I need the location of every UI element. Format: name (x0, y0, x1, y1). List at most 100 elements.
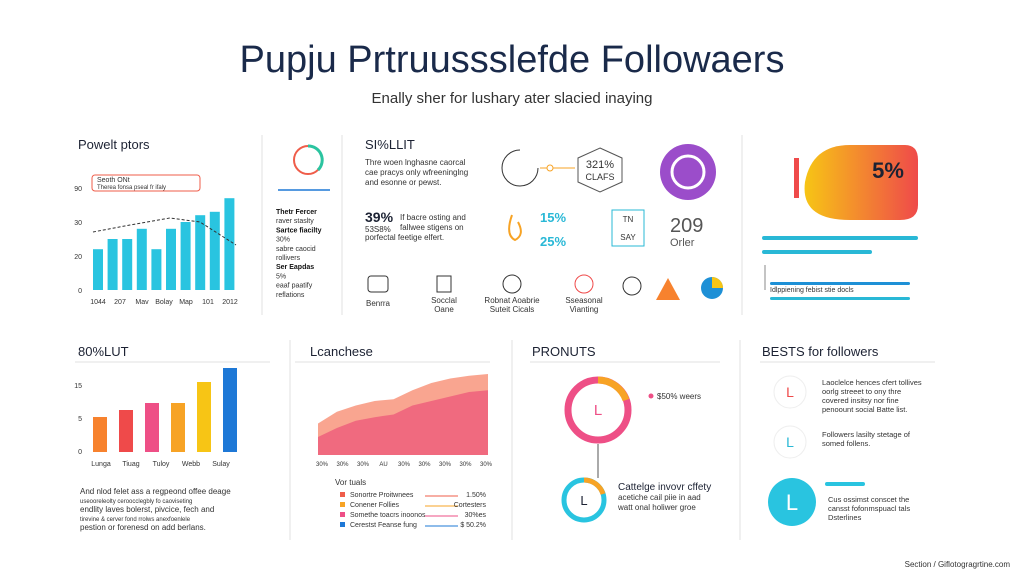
badge (768, 478, 816, 526)
logo (660, 144, 716, 200)
legend: Cortesters (454, 502, 487, 509)
text: Ser Eapdas (276, 264, 314, 271)
text: cansst fofonmspuacl tals (828, 504, 910, 513)
x-label: Tuloy (153, 461, 170, 468)
legend: 30%es (465, 512, 487, 519)
stat: 39% (365, 209, 394, 225)
trend-line (92, 217, 237, 246)
bar (180, 222, 191, 290)
x-label: Webb (182, 461, 200, 468)
caption: Idlppiening febist stie docls (770, 287, 854, 294)
icon-label: Suteit Cicals (490, 305, 534, 314)
legend-swatch (340, 502, 345, 507)
y-label: 20 (74, 254, 82, 261)
x-label: 30% (459, 462, 472, 468)
bar (195, 215, 206, 290)
pie-outline (501, 149, 539, 187)
box (611, 209, 645, 247)
icons (367, 274, 723, 300)
letter: L (786, 434, 794, 450)
x-label: Map (179, 299, 193, 306)
dividers (75, 135, 935, 540)
text: Sartce fiacilty (276, 227, 322, 234)
text: and esonne or pewst. (365, 178, 442, 187)
x-label: Lunga (91, 461, 111, 468)
bar (223, 368, 237, 452)
letter: L (580, 493, 587, 508)
logo-ring (670, 154, 706, 190)
legend: 1.50% (466, 492, 486, 499)
heading: BESTS for followers (762, 344, 879, 359)
bar (119, 410, 133, 452)
donut-seg (597, 376, 630, 402)
bar (166, 228, 176, 290)
legend: Cerestst Feanse fung (350, 522, 417, 529)
text: Cattelge invovr cffety (618, 482, 711, 493)
text: Vor tuals (335, 478, 366, 487)
badge (773, 425, 807, 459)
bars-decor (762, 236, 918, 300)
bar (93, 417, 107, 452)
badge (773, 375, 807, 409)
heading: Powelt ptors (78, 137, 150, 152)
legend-swatch (340, 522, 345, 527)
bar (107, 239, 118, 290)
x-label: Sulay (212, 461, 230, 468)
bar (171, 403, 185, 452)
icon-label: Oane (434, 305, 454, 314)
x-label: 30% (418, 462, 431, 468)
battery-cap (794, 158, 799, 198)
pct: 5% (872, 158, 904, 183)
x-label: AU (379, 462, 387, 468)
icon-label: Vianting (570, 305, 599, 314)
legend: Conener Follies (350, 502, 400, 509)
text: 30% (276, 237, 290, 244)
x-label: 207 (114, 299, 126, 306)
legend-box (91, 174, 201, 192)
battery (804, 145, 918, 220)
text: eaaf paatify (276, 283, 313, 290)
icon-label: Robnat Aoabrie (484, 296, 540, 305)
dot (648, 393, 654, 399)
text: porfectal feetige elfert. (365, 233, 444, 242)
text: 5% (276, 273, 286, 280)
y-label: 0 (78, 288, 82, 295)
x-label: Tiuag (122, 461, 139, 468)
text: If bacre osting and (400, 213, 466, 222)
ring-label: 321% (586, 159, 614, 171)
text: covered insitsy nor fine (822, 396, 899, 405)
x-label: 2012 (222, 299, 238, 306)
x-label: 30% (336, 462, 349, 468)
bar (224, 198, 235, 290)
bar (122, 239, 133, 290)
text: Cus ossimst conscet the (828, 495, 909, 504)
icon-label: Socclal (431, 296, 457, 305)
icon (508, 214, 522, 242)
legend-swatch (340, 492, 345, 497)
text: oorlg streeet to ony thre (822, 387, 901, 396)
x-label: 30% (316, 462, 329, 468)
x-label: 1044 (90, 299, 106, 306)
text: fallwee stigens on (400, 223, 464, 232)
text: Followers lasilty stetage of (822, 430, 911, 439)
dot (546, 164, 554, 172)
text: cae pracys only wfreeninglng (365, 168, 468, 177)
legend: Seoth ONt (97, 177, 130, 184)
footer: Section / Giflotogragrtine.com (905, 560, 1011, 569)
legend: Sonortre Proitwnees (350, 492, 414, 499)
subtitle: Enally sher for lushary ater slacied ina… (372, 90, 653, 107)
text: tirevine & cerver fond rrolws anexfoenle… (80, 517, 191, 523)
text: reflations (276, 292, 305, 299)
text: endlity laves bolerst, pivcice, fech and (80, 505, 214, 514)
text: 53S8% (365, 225, 391, 234)
letter: L (786, 490, 798, 515)
text: Dsterlines (828, 513, 862, 522)
heading: PRONUTS (532, 344, 596, 359)
text: useooreleolty ceroocclegbly fo caoviseti… (80, 499, 192, 505)
legend: Somethe toacrs inoonos (350, 512, 426, 519)
text: Orler (670, 237, 695, 249)
icon-label: Benrra (366, 299, 391, 308)
text: penoount social Batte list. (822, 405, 907, 414)
x-label: 101 (202, 299, 214, 306)
